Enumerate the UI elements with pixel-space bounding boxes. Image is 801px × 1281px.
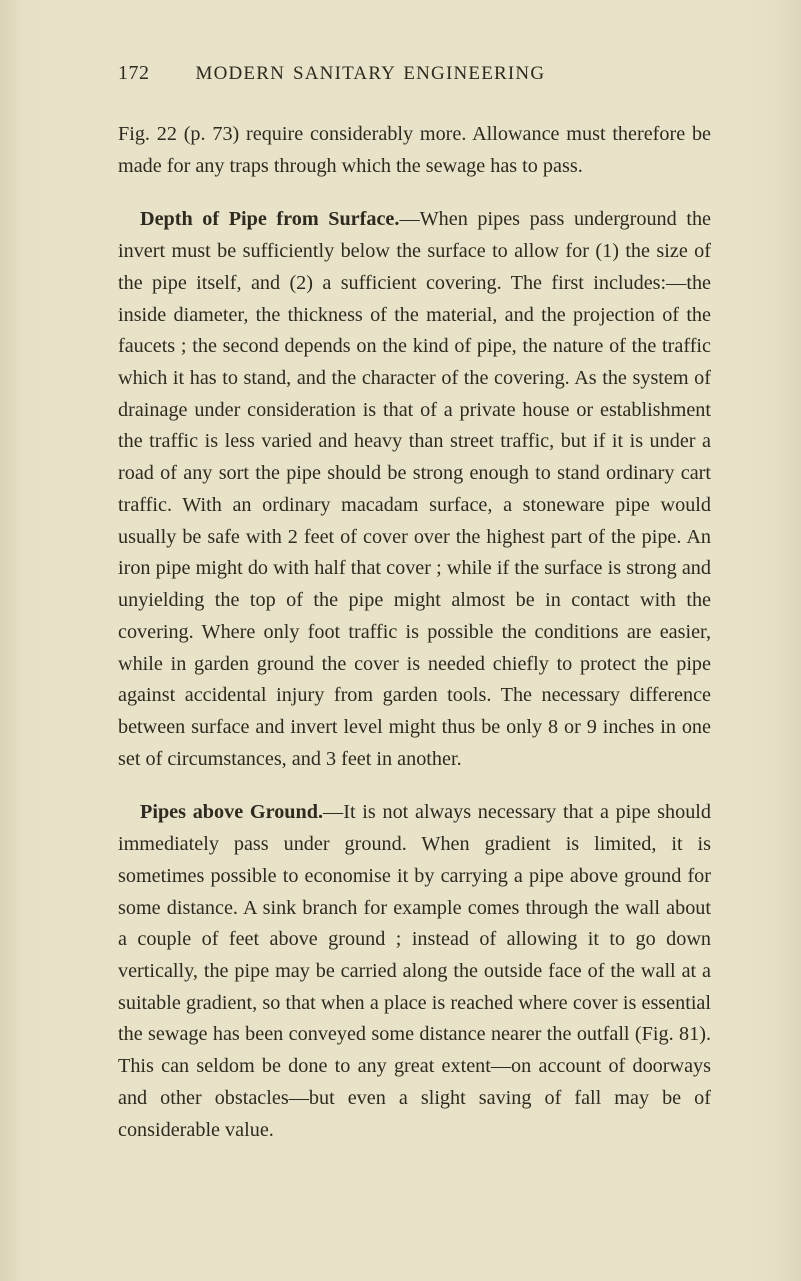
book-page: 172 MODERN SANITARY ENGINEERING Fig. 22 … <box>0 0 801 1281</box>
page-number: 172 <box>118 62 150 85</box>
paragraph-continuation: Fig. 22 (p. 73) require considerably mor… <box>118 119 711 182</box>
paragraph-pipes-above-ground: Pipes above Ground.—It is not always nec… <box>118 797 711 1146</box>
section-body-above-ground: —It is not always necessary that a pipe … <box>118 801 711 1140</box>
section-body-depth: —When pipes pass underground the invert … <box>118 208 711 769</box>
section-lead-depth: Depth of Pipe from Surface. <box>140 208 399 230</box>
paragraph-depth-of-pipe: Depth of Pipe from Surface.—When pipes p… <box>118 204 711 775</box>
running-title: MODERN SANITARY ENGINEERING <box>196 63 546 85</box>
body-text: Fig. 22 (p. 73) require considerably mor… <box>118 119 711 1146</box>
section-lead-above-ground: Pipes above Ground. <box>140 801 323 823</box>
page-header: 172 MODERN SANITARY ENGINEERING <box>118 62 711 85</box>
